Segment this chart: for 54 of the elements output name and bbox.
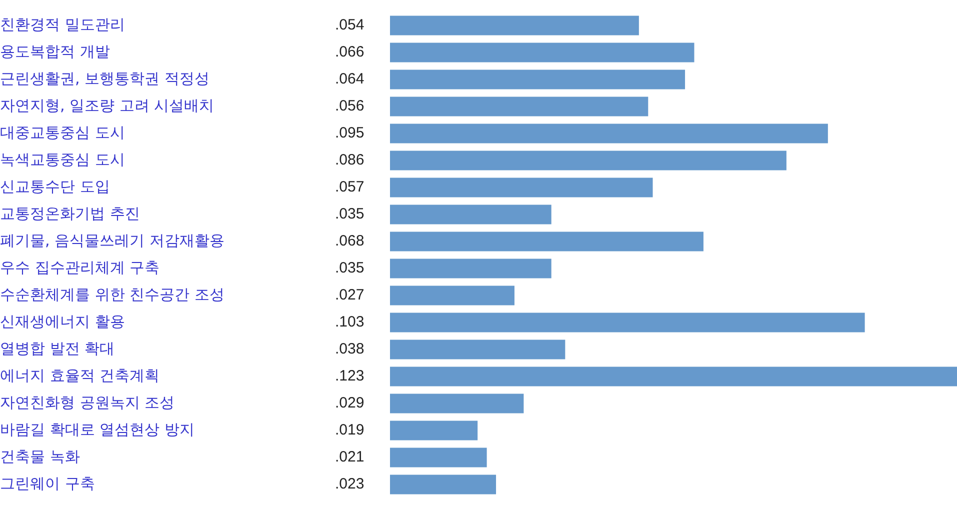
y-tick-label: 녹색교통중심 도시 <box>0 150 125 168</box>
bar <box>390 420 478 440</box>
bar <box>390 340 566 360</box>
bar <box>390 16 639 36</box>
bar <box>390 366 957 386</box>
bar <box>390 474 496 494</box>
y-tick-label: 교통정온화기법 추진 <box>0 204 140 222</box>
data-label: .057 <box>335 178 364 196</box>
data-label: .123 <box>335 368 364 385</box>
bar <box>390 96 648 116</box>
y-tick-label: 바람길 확대로 열섬현상 방지 <box>0 420 194 438</box>
bar <box>390 150 786 170</box>
data-label: .035 <box>335 260 364 277</box>
y-tick-label: 열병합 발전 확대 <box>0 339 115 358</box>
data-label: .054 <box>335 16 364 34</box>
data-label: .029 <box>335 394 364 412</box>
y-tick-label: 친환경적 밀도관리 <box>0 15 125 34</box>
y-tick-label: 신재생에너지 활용 <box>0 312 125 330</box>
data-label: .068 <box>335 232 364 250</box>
bar <box>390 394 524 414</box>
y-tick-label: 그린웨이 구축 <box>0 474 95 492</box>
y-tick-label: 수순환체계를 위한 친수공간 조성 <box>0 285 224 304</box>
bar <box>390 448 487 468</box>
bar <box>390 204 552 224</box>
data-label: .021 <box>335 448 364 466</box>
bar <box>390 70 686 90</box>
y-tick-label: 우수 집수관리체계 구축 <box>0 258 160 276</box>
bar <box>390 286 514 306</box>
y-tick-label: 건축물 녹화 <box>0 447 80 466</box>
y-tick-label: 자연친화형 공원녹지 조성 <box>0 393 175 412</box>
bar <box>390 42 694 62</box>
data-label: .019 <box>335 422 364 439</box>
bar <box>390 232 704 252</box>
y-tick-label: 에너지 효율적 건축계획 <box>0 366 160 384</box>
y-tick-label: 자연지형, 일조량 고려 시설배치 <box>0 96 214 114</box>
bar <box>390 258 552 278</box>
y-tick-label: 폐기물, 음식물쓰레기 저감재활용 <box>0 231 224 250</box>
data-label: .086 <box>335 152 364 169</box>
bar <box>390 124 828 144</box>
data-label: .038 <box>335 340 364 358</box>
data-label: .103 <box>335 314 364 331</box>
data-label: .064 <box>335 70 364 88</box>
y-tick-label: 대중교통중심 도시 <box>0 123 125 142</box>
y-tick-label: 용도복합적 개발 <box>0 42 110 60</box>
data-label: .095 <box>335 124 364 142</box>
data-label: .035 <box>335 206 364 223</box>
bar <box>390 312 865 332</box>
y-tick-label: 신교통수단 도입 <box>0 177 110 196</box>
bar <box>390 178 653 198</box>
data-label: .027 <box>335 286 364 304</box>
data-label: .023 <box>335 476 364 493</box>
y-tick-label: 근린생활권, 보행통학권 적정성 <box>0 69 210 88</box>
data-label: .066 <box>335 44 364 61</box>
data-label: .056 <box>335 98 364 115</box>
